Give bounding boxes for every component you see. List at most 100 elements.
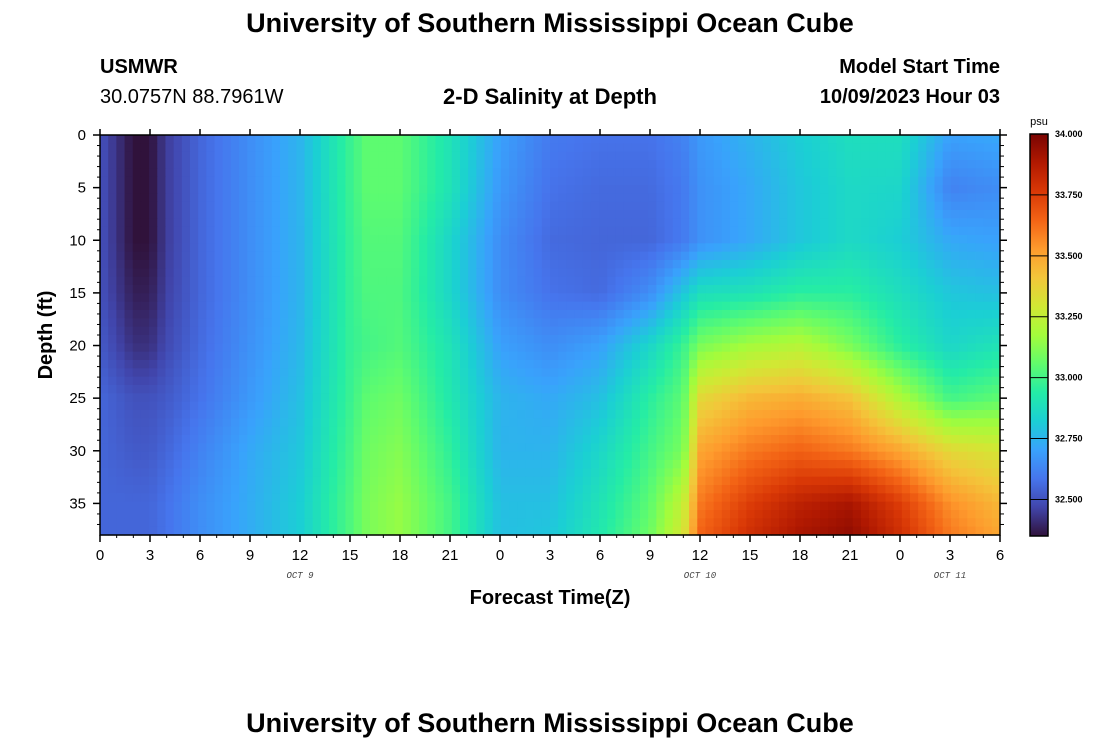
heatmap-cell — [754, 493, 764, 503]
heatmap-cell — [672, 501, 682, 511]
heatmap-cell — [959, 435, 968, 444]
heatmap-cell — [942, 235, 952, 244]
heatmap-cell — [460, 360, 469, 369]
heatmap-cell — [206, 276, 216, 286]
heatmap-cell — [206, 435, 216, 444]
heatmap-cell — [877, 235, 887, 244]
heatmap-cell — [386, 418, 396, 428]
heatmap-cell — [460, 160, 469, 169]
heatmap-cell — [214, 318, 224, 328]
heatmap-cell — [517, 435, 527, 444]
heatmap-cell — [190, 201, 199, 211]
heatmap-cell — [214, 176, 224, 186]
heatmap-cell — [811, 376, 821, 386]
heatmap-cell — [795, 318, 805, 328]
heatmap-cell — [910, 318, 919, 328]
heatmap-cell — [901, 193, 911, 203]
heatmap-cell — [877, 493, 887, 503]
heatmap-cell — [541, 393, 551, 403]
heatmap-cell — [779, 493, 788, 503]
heatmap-cell — [918, 176, 927, 186]
heatmap-cell — [492, 493, 502, 503]
heatmap-cell — [337, 468, 347, 478]
heatmap-cell — [599, 435, 608, 444]
heatmap-cell — [926, 326, 936, 336]
heatmap-cell — [689, 468, 698, 478]
heatmap-cell — [574, 310, 584, 319]
heatmap-cell — [329, 276, 338, 286]
heatmap-cell — [100, 410, 109, 419]
heatmap-cell — [901, 226, 911, 236]
heatmap-cell — [877, 393, 887, 403]
heatmap-cell — [795, 293, 805, 303]
heatmap-cell — [893, 343, 903, 353]
heatmap-cell — [901, 293, 911, 303]
heatmap-cell — [304, 268, 314, 278]
heatmap-cell — [149, 168, 158, 178]
heatmap-cell — [378, 243, 387, 253]
heatmap-cell — [836, 468, 846, 478]
heatmap-cell — [451, 376, 461, 386]
heatmap-cell — [975, 343, 985, 353]
heatmap-cell — [157, 360, 167, 369]
heatmap-cell — [820, 243, 829, 253]
heatmap-cell — [918, 185, 927, 194]
heatmap-cell — [222, 268, 232, 278]
heatmap-cell — [934, 501, 944, 511]
heatmap-cell — [337, 185, 347, 194]
heatmap-cell — [942, 485, 952, 494]
heatmap-cell — [345, 468, 355, 478]
heatmap-cell — [779, 410, 788, 419]
heatmap-cell — [942, 385, 952, 394]
heatmap-cell — [198, 493, 207, 503]
heatmap-cell — [320, 368, 330, 378]
heatmap-cell — [149, 301, 158, 311]
heatmap-cell — [599, 210, 608, 219]
heatmap-cell — [533, 385, 543, 394]
heatmap-cell — [762, 376, 772, 386]
heatmap-cell — [852, 401, 862, 411]
heatmap-cell — [345, 360, 355, 369]
heatmap-cell — [672, 251, 682, 261]
heatmap-cell — [280, 151, 289, 161]
heatmap-cell — [983, 360, 993, 369]
heatmap-cell — [713, 168, 723, 178]
heatmap-cell — [370, 276, 379, 286]
heatmap-cell — [190, 160, 199, 169]
heatmap-cell — [803, 193, 813, 203]
heatmap-cell — [975, 151, 985, 161]
heatmap-cell — [533, 143, 543, 153]
heatmap-cell — [828, 310, 837, 319]
heatmap-cell — [165, 485, 175, 494]
heatmap-cell — [517, 351, 527, 361]
heatmap-cell — [631, 226, 641, 236]
heatmap-cell — [435, 218, 445, 228]
heatmap-cell — [132, 351, 142, 361]
heatmap-cell — [500, 293, 510, 303]
heatmap-cell — [345, 251, 355, 261]
heatmap-cell — [140, 476, 150, 486]
heatmap-cell — [623, 285, 633, 294]
heatmap-cell — [607, 185, 617, 194]
heatmap-cell — [705, 426, 715, 436]
heatmap-cell — [680, 226, 690, 236]
heatmap-cell — [190, 335, 199, 344]
heatmap-cell — [320, 410, 330, 419]
heatmap-cell — [680, 168, 690, 178]
heatmap-cell — [762, 251, 772, 261]
heatmap-cell — [852, 276, 862, 286]
heatmap-cell — [402, 151, 412, 161]
heatmap-cell — [803, 335, 813, 344]
heatmap-cell — [230, 293, 240, 303]
heatmap-cell — [869, 410, 878, 419]
heatmap-cell — [181, 351, 191, 361]
heatmap-cell — [239, 301, 248, 311]
heatmap-cell — [345, 226, 355, 236]
heatmap-cell — [435, 326, 445, 336]
heatmap-cell — [124, 160, 134, 169]
heatmap-cell — [828, 301, 837, 311]
heatmap-cell — [991, 235, 1001, 244]
heatmap-cell — [533, 310, 543, 319]
heatmap-cell — [664, 426, 674, 436]
heatmap-cell — [566, 401, 576, 411]
